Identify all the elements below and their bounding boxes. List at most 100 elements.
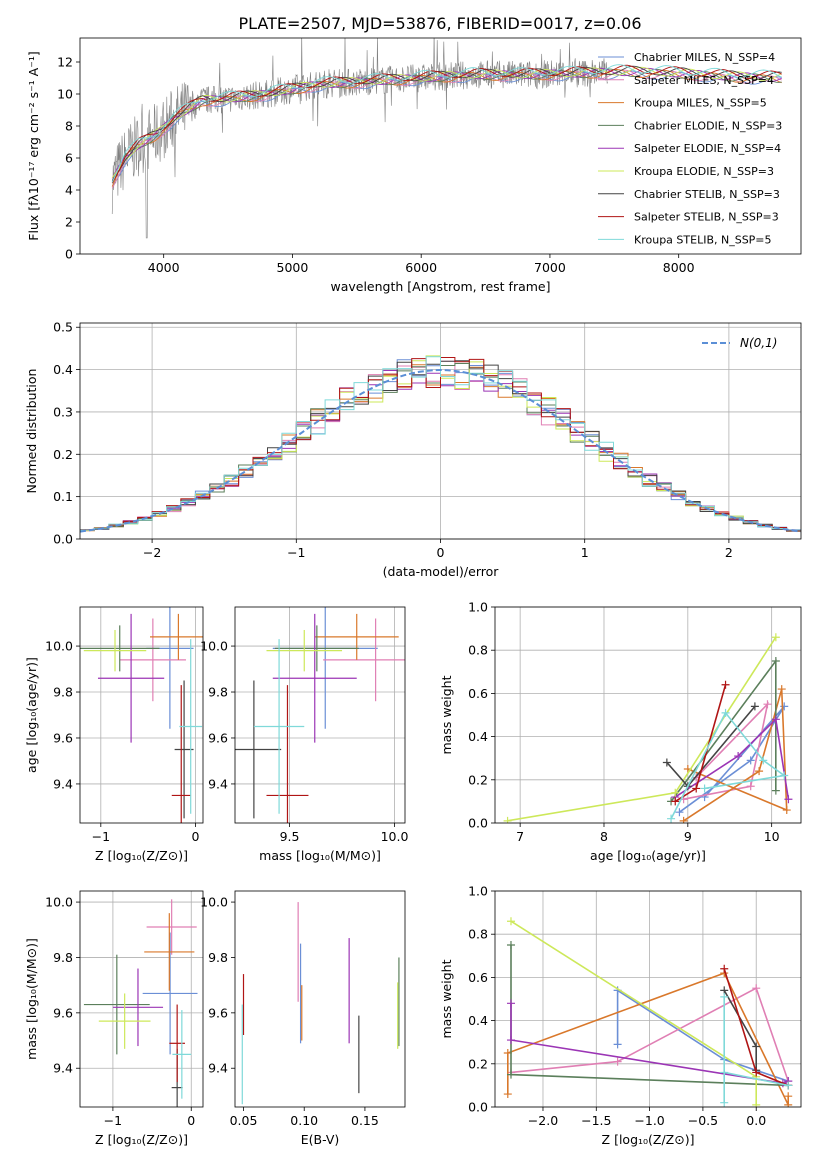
mass-weight-point	[784, 1081, 793, 1090]
y-tick-label: 4	[65, 183, 73, 198]
axes-frame	[79, 37, 802, 255]
y-tick-label: 9.4	[53, 776, 73, 791]
observed-spectrum	[111, 38, 608, 239]
mass-weight-point	[692, 784, 701, 793]
legend-label: Chabrier STELIB, N_SSP=3	[634, 188, 780, 201]
mass-weight-point	[671, 788, 680, 797]
figure-title: PLATE=2507, MJD=53876, FIBERID=0017, z=0…	[238, 14, 641, 33]
panel-mass-vs-Z: −1 0 9.4 9.6 9.8 10.0 Z [log₁₀(Z/Z⊙)] mass [log…	[24, 890, 204, 1147]
y-tick-label: 9.4	[208, 776, 228, 791]
mass-weight-point	[780, 771, 789, 780]
y-tick-label: 12	[57, 55, 73, 70]
y-tick-label: 0.6	[468, 686, 488, 701]
model-spectrum-8	[111, 64, 782, 183]
panel-massweight-vs-age: 7 8 9 10 0.0 0.2 0.4 0.6 0.8 1.0 age [log₁₀(age/yr…	[439, 600, 802, 863]
legend-label: Salpeter STELIB, N_SSP=3	[634, 211, 779, 224]
mass-weight-point	[752, 1100, 761, 1107]
mass-weight-line-4	[510, 1003, 789, 1085]
x-tick-label: 7	[516, 829, 524, 844]
mass-weight-point	[780, 702, 789, 711]
mass-weight-point	[784, 795, 793, 804]
x-tick-label: 0	[191, 829, 199, 844]
y-tick-label: 9.6	[208, 730, 228, 745]
axes-frame	[234, 606, 406, 824]
axes-frame	[234, 890, 406, 1108]
mass-weight-point	[720, 992, 729, 1001]
x-tick-label: 0.0	[746, 1113, 766, 1128]
axes-frame	[494, 606, 802, 824]
mass-weight-point	[771, 715, 780, 724]
y-tick-label: 10.0	[200, 639, 228, 654]
x-tick-label: 0	[437, 545, 445, 560]
y-tick-label: 1.0	[468, 600, 488, 615]
mass-weight-point	[506, 941, 515, 949]
y-axis-label: age [log₁₀(age/yr)]	[24, 657, 39, 773]
axes-frame	[79, 890, 204, 1108]
y-tick-label: 10.0	[200, 895, 228, 910]
plot-area-massweight-vs-age	[503, 633, 793, 823]
y-axis-label: mass [log₁₀(M/M⊙)]	[24, 938, 39, 1060]
mass-weight-point	[613, 1040, 622, 1049]
mass-weight-point	[720, 1068, 729, 1077]
y-axis-label: Flux [fλ10⁻¹⁷ erg cm⁻² s⁻¹ A⁻¹]	[26, 51, 41, 240]
x-tick-label: 2	[725, 545, 733, 560]
mass-weight-point	[506, 917, 515, 926]
panel-mass-vs-ebv: 0.05 0.10 0.15 9.4 9.6 9.8 10.0 E(B-V)	[200, 890, 406, 1147]
x-tick-label: −2	[143, 545, 161, 560]
plots-layer: 4000 5000 6000 7000 8000024681012wavelength …	[24, 37, 802, 1147]
mass-weight-point	[503, 1090, 512, 1099]
mass-weight-point	[784, 1100, 793, 1107]
mass-weight-point	[771, 657, 780, 665]
mass-weight-point	[750, 702, 759, 711]
residual-histogram-8	[80, 356, 801, 531]
y-tick-label: 9.8	[53, 685, 73, 700]
y-tick-label: 0.5	[53, 320, 73, 335]
x-tick-label: −1	[104, 1113, 122, 1128]
x-axis-label: Z [log₁₀(Z/Z⊙)]	[95, 848, 188, 863]
mass-weight-line-8	[723, 996, 789, 1103]
plot-area-massweight-vs-Z	[503, 917, 793, 1107]
mass-weight-line-1	[510, 987, 789, 1082]
model-spectrum-3	[111, 68, 782, 183]
mass-weight-point	[721, 680, 730, 689]
mass-weight-point	[746, 782, 755, 791]
y-tick-label: 9.8	[208, 685, 228, 700]
plot-area-age-vs-mass	[235, 607, 405, 823]
x-tick-label: 6000	[405, 260, 437, 275]
y-axis-label: mass weight	[439, 675, 454, 754]
mass-weight-point	[662, 758, 671, 767]
axes-frame	[79, 606, 204, 824]
model-spectrum-7	[111, 64, 782, 184]
axes-frame	[494, 890, 802, 1108]
mass-weight-point	[771, 786, 780, 795]
mass-weight-point	[721, 708, 730, 717]
y-tick-label: 1.0	[468, 884, 488, 899]
x-tick-label: 10.0	[381, 829, 409, 844]
panel-massweight-vs-Z: −2.0 −1.5 −1.0 −0.5 0.0 0.0 0.2 0.4 0.6 0.8 1.0 Z […	[439, 884, 802, 1147]
model-spectrum-6	[111, 65, 782, 181]
x-tick-label: 8000	[663, 260, 695, 275]
mass-weight-line-5	[510, 920, 757, 1105]
x-axis-label: wavelength [Angstrom, rest frame]	[330, 279, 550, 294]
mass-weight-point	[675, 808, 684, 817]
mass-weight-point	[784, 1092, 793, 1101]
legend-label: Kroupa MILES, N_SSP=5	[634, 97, 767, 110]
mass-weight-point	[734, 752, 743, 761]
plot-area-spectrum	[111, 38, 782, 239]
mass-weight-point	[679, 816, 688, 823]
y-tick-label: 0.2	[468, 772, 488, 787]
gaussian-reference	[80, 368, 801, 533]
plot-area-mass-vs-ebv	[241, 902, 400, 1105]
model-spectrum-4	[111, 67, 782, 179]
mass-weight-point	[720, 1098, 729, 1107]
legend-label: Kroupa ELODIE, N_SSP=3	[634, 165, 774, 178]
y-tick-label: 2	[65, 215, 73, 230]
mass-weight-point	[506, 1036, 515, 1045]
y-tick-label: 0.1	[53, 489, 73, 504]
y-tick-label: 0.0	[468, 1100, 488, 1115]
legend-label: Salpeter MILES, N_SSP=4	[634, 74, 774, 87]
mass-weight-point	[759, 756, 768, 765]
mass-weight-point	[503, 816, 512, 823]
y-tick-label: 9.6	[53, 730, 73, 745]
x-tick-label: 4000	[148, 260, 180, 275]
